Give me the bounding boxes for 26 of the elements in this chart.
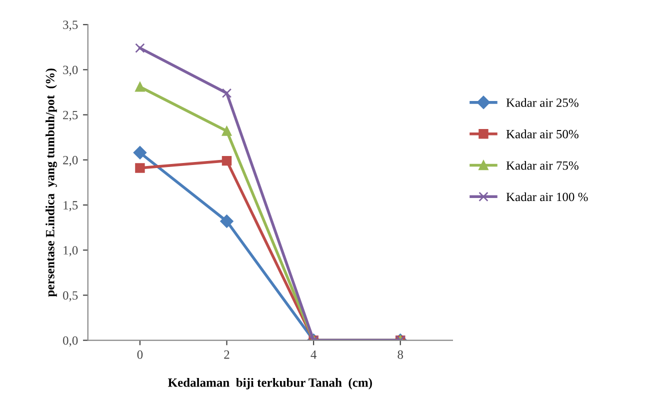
y-tick-label: 0,0 bbox=[63, 336, 78, 347]
point bbox=[220, 214, 234, 228]
legend-label: Kadar air 50% bbox=[506, 130, 578, 138]
x-tick-label: 0 bbox=[137, 350, 143, 359]
point bbox=[135, 43, 145, 53]
legend-label: Kadar air 25% bbox=[506, 98, 578, 107]
y-tick-label: 1,5 bbox=[64, 201, 78, 212]
legend-label: Kadar air 100 % bbox=[506, 192, 588, 202]
point bbox=[135, 82, 145, 92]
y-tick-label: 0,5 bbox=[63, 291, 78, 302]
y-tick-label: 3,0 bbox=[63, 66, 78, 76]
point bbox=[135, 163, 145, 173]
y-tick-label: 1,0 bbox=[64, 246, 78, 256]
point bbox=[222, 156, 232, 166]
x-tick-label: 2 bbox=[224, 350, 230, 359]
legend-label: Kadar air 75% bbox=[506, 160, 578, 170]
point bbox=[222, 88, 232, 98]
y-axis-title: persentase E.indica yang tumbuh/pot (%) bbox=[46, 68, 57, 297]
y-tick-label: 2,0 bbox=[63, 156, 78, 166]
x-tick-label: 4 bbox=[310, 350, 316, 359]
point bbox=[133, 146, 147, 160]
y-tick-label: 3,5 bbox=[63, 20, 78, 31]
x-axis-title: Kedalaman biji terkubur Tanah (cm) bbox=[168, 378, 372, 390]
x-tick-label: 8 bbox=[398, 350, 404, 359]
point bbox=[222, 126, 232, 136]
y-tick-label: 2,5 bbox=[63, 110, 78, 122]
